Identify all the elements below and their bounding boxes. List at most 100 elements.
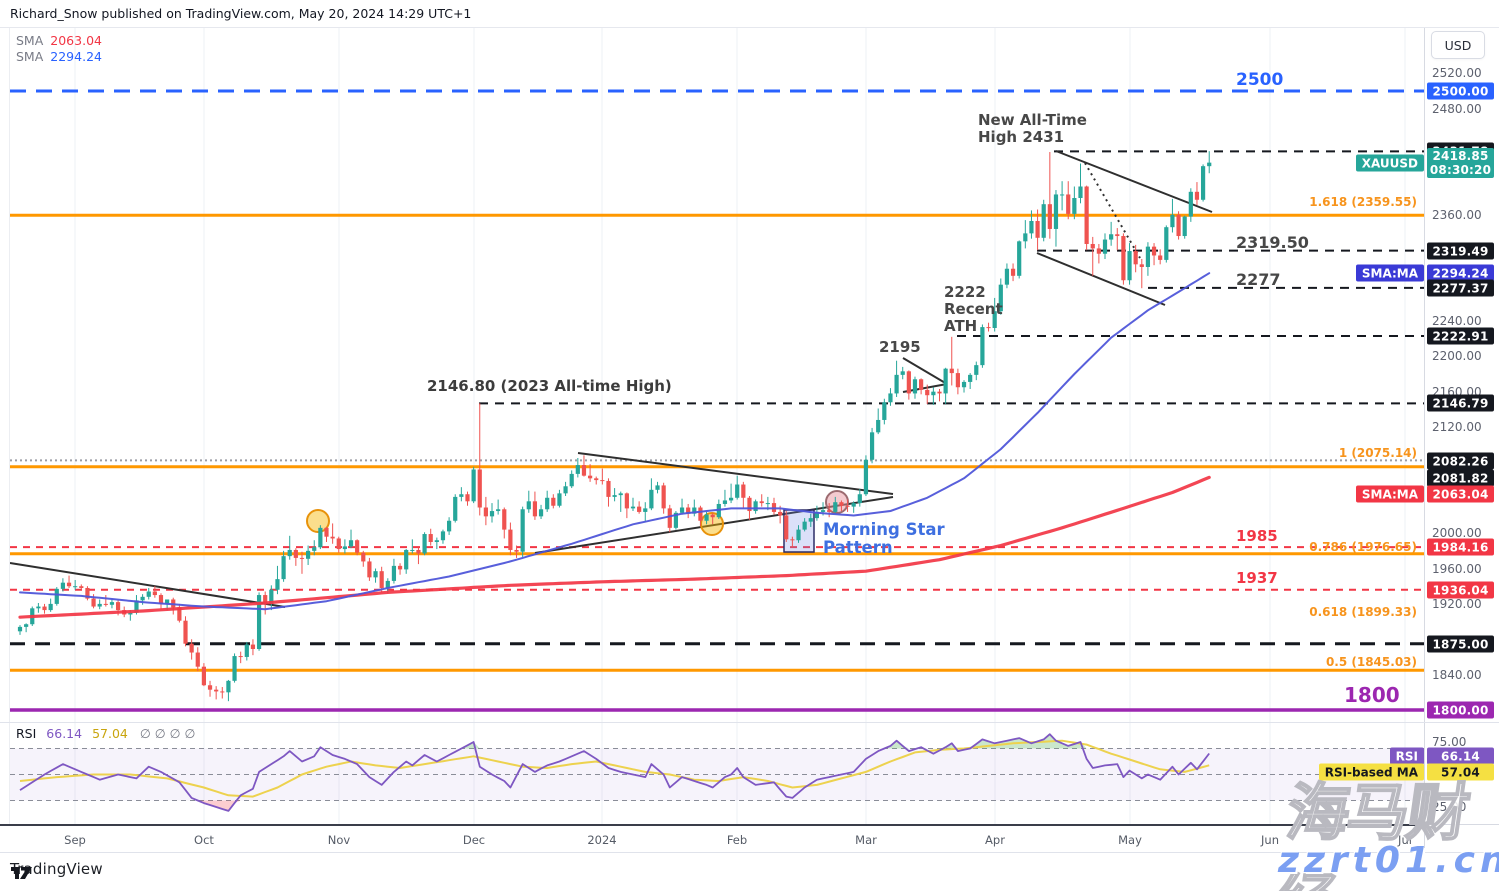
candle-body bbox=[238, 656, 243, 658]
trendline bbox=[1036, 252, 1166, 306]
candle-body bbox=[514, 549, 519, 552]
rsi-line bbox=[19, 733, 1210, 812]
fib-level-label: 0.786 (1976.65) bbox=[1309, 540, 1417, 554]
candle-body bbox=[1090, 243, 1095, 249]
candle-body bbox=[263, 595, 268, 604]
candle-body bbox=[937, 391, 942, 394]
tradingview-brand-text[interactable]: TradingView bbox=[10, 860, 103, 878]
level-2277-label: 2277 bbox=[1236, 270, 1281, 289]
candle-body bbox=[1047, 204, 1052, 229]
candle-body bbox=[581, 465, 587, 476]
pane-left-border bbox=[9, 28, 10, 824]
chart-side-tag: SMA:MA bbox=[1355, 264, 1424, 282]
time-axis-label: Feb bbox=[726, 833, 748, 847]
sma-legend-row-2[interactable]: SMA 2294.24 bbox=[16, 49, 102, 65]
candle-body bbox=[943, 368, 948, 394]
price-axis-tag: 2146.79 bbox=[1427, 394, 1494, 412]
fib-level-label: 1 (2075.14) bbox=[1338, 446, 1417, 460]
candle-body bbox=[649, 489, 654, 509]
price-axis-tick: 2480.00 bbox=[1432, 102, 1482, 116]
candle-body bbox=[955, 373, 960, 388]
rsi-legend[interactable]: RSI 66.14 57.04 ∅ ∅ ∅ ∅ bbox=[16, 726, 195, 741]
sma1-value: 2063.04 bbox=[50, 33, 102, 48]
candle-body bbox=[968, 374, 973, 382]
candle-body bbox=[299, 557, 305, 559]
candle-body bbox=[594, 478, 599, 481]
rsi-oversold-fill bbox=[20, 800, 1210, 811]
candle-body bbox=[1188, 191, 1193, 217]
countdown-timer: 08:30:20 bbox=[1429, 163, 1492, 177]
candle-body bbox=[894, 374, 899, 394]
candle-body bbox=[73, 586, 78, 588]
pane-divider[interactable] bbox=[0, 722, 1499, 723]
trendline bbox=[1055, 150, 1213, 213]
chart-side-tag: RSI-based MA bbox=[1318, 763, 1424, 781]
rsi-axis-tag: 57.04 bbox=[1427, 763, 1494, 781]
candle-body bbox=[998, 284, 1003, 312]
candle-body bbox=[1151, 246, 1157, 256]
candle-body bbox=[306, 550, 311, 559]
candle-body bbox=[115, 602, 121, 611]
candle-body bbox=[281, 556, 286, 580]
candle-body bbox=[980, 327, 985, 366]
candle-body bbox=[882, 402, 887, 420]
candle-body bbox=[36, 606, 41, 609]
candle-body bbox=[220, 691, 225, 693]
price-axis-tag: 1800.00 bbox=[1427, 701, 1494, 719]
time-axis-label: Oct bbox=[194, 833, 214, 847]
candle-body bbox=[704, 514, 709, 521]
price-axis-tick: 1840.00 bbox=[1432, 668, 1482, 682]
chart-side-tag: RSI bbox=[1389, 747, 1424, 765]
level-2319-label: 2319.50 bbox=[1236, 233, 1309, 252]
trendline bbox=[902, 357, 948, 385]
candle-body bbox=[361, 552, 366, 562]
candle-body bbox=[385, 580, 390, 588]
tradingview-logo-icon[interactable] bbox=[10, 860, 34, 884]
candle-body bbox=[508, 529, 513, 550]
candle-body bbox=[1035, 220, 1040, 238]
axis-border bbox=[1424, 28, 1425, 852]
rsi-axis-tag: 66.14 bbox=[1427, 747, 1494, 765]
candle-body bbox=[606, 480, 611, 497]
candle-body bbox=[1133, 251, 1138, 265]
price-axis-tag: 2063.04 bbox=[1427, 485, 1494, 503]
currency-toggle-button[interactable]: USD bbox=[1431, 31, 1485, 59]
sma-legend-row-1[interactable]: SMA 2063.04 bbox=[16, 33, 102, 49]
candle-body bbox=[618, 493, 623, 496]
candle-body bbox=[624, 493, 629, 509]
candle-body bbox=[839, 502, 844, 506]
fib-level-label: 0.5 (1845.03) bbox=[1325, 655, 1417, 669]
time-axis-label: May bbox=[1118, 833, 1142, 847]
candle-body bbox=[201, 666, 206, 686]
new-ath-label: New All-Time High 2431 bbox=[978, 111, 1087, 146]
candle-body bbox=[1017, 241, 1022, 276]
candle-body bbox=[753, 501, 758, 512]
candle-body bbox=[471, 469, 476, 502]
candle-body bbox=[802, 521, 807, 530]
candle-body bbox=[869, 432, 875, 460]
candle-body bbox=[765, 503, 770, 505]
price-axis-tag: 2294.24 bbox=[1427, 264, 1494, 282]
candle-body bbox=[269, 589, 274, 604]
candle-body bbox=[796, 529, 801, 541]
candle-body bbox=[373, 571, 378, 578]
candle-body bbox=[140, 596, 145, 601]
candle-body bbox=[66, 582, 72, 587]
candle-body bbox=[1158, 255, 1163, 260]
candle-body bbox=[1194, 191, 1200, 200]
candle-body bbox=[857, 494, 862, 504]
candle-body bbox=[1102, 239, 1108, 254]
candle-body bbox=[845, 505, 850, 507]
sma1-name: SMA bbox=[16, 33, 44, 48]
candle-body bbox=[109, 602, 115, 605]
time-axis-label: Apr bbox=[985, 833, 1005, 847]
footer: TradingView bbox=[10, 860, 103, 879]
candle-body bbox=[673, 512, 679, 528]
candle-body bbox=[232, 656, 237, 681]
recent-ath-label: 2222 Recent ATH bbox=[944, 283, 1003, 335]
candle-body bbox=[422, 534, 427, 554]
price-axis-tag: 1875.00 bbox=[1427, 635, 1494, 653]
price-axis-tick: 2240.00 bbox=[1432, 314, 1482, 328]
